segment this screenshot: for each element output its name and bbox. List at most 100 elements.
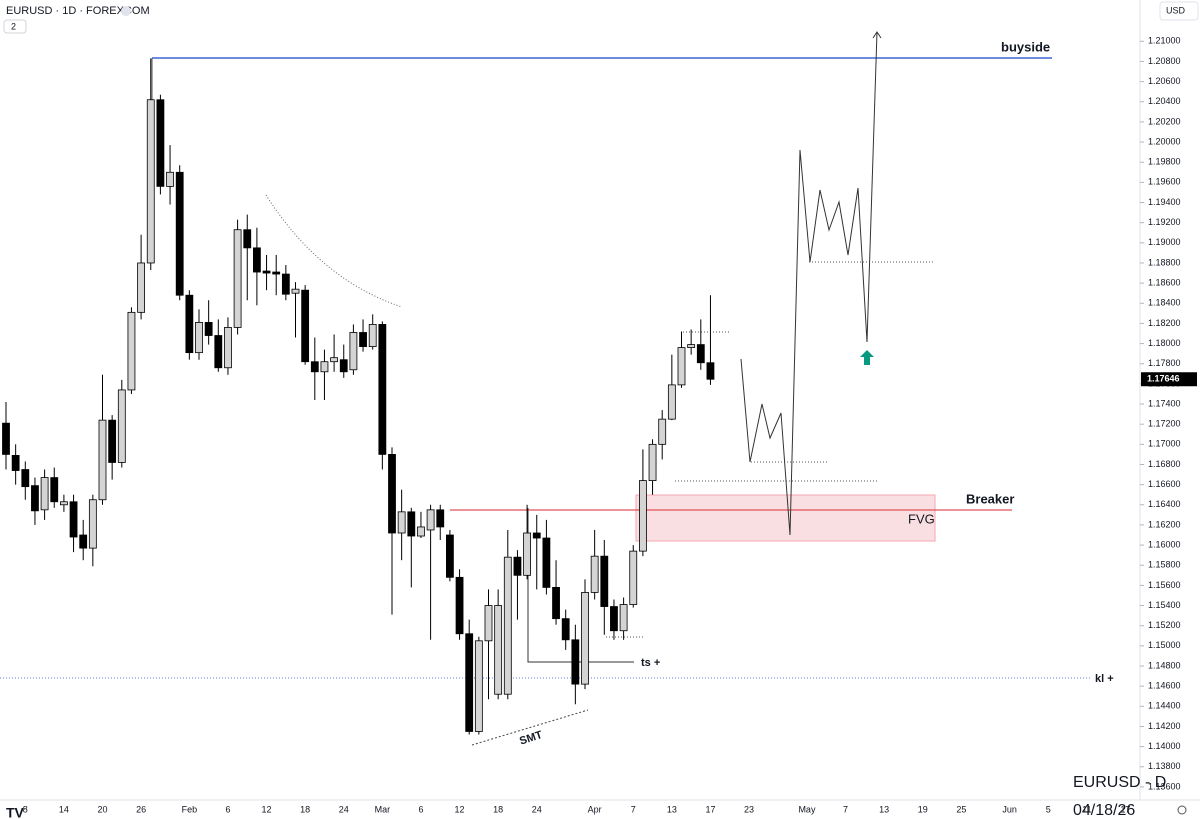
candle-body: [600, 555, 609, 607]
candle-body: [474, 640, 483, 732]
candle-body: [175, 171, 184, 296]
candle-body: [648, 443, 657, 482]
badge[interactable]: [3, 19, 27, 34]
candle-body: [561, 618, 570, 641]
x-tick-label: 20: [97, 804, 107, 814]
y-tick-label: 1.20600: [1148, 76, 1181, 86]
x-tick-label: Mar: [375, 804, 391, 814]
status-dot: [121, 6, 131, 16]
x-tick-label: 7: [843, 804, 848, 814]
x-tick-label: Jun: [1002, 804, 1017, 814]
y-tick-label: 1.14800: [1148, 660, 1181, 670]
y-tick-label: 1.14200: [1148, 721, 1181, 731]
date-label: 04/18/26: [1073, 802, 1135, 819]
candle-body: [349, 332, 358, 371]
price-tag-label: 1.17646: [1147, 374, 1180, 384]
y-tick-label: 1.19800: [1148, 157, 1181, 167]
x-tick-label: 18: [300, 804, 310, 814]
candle-body: [619, 604, 628, 632]
x-tick-label: 11: [1082, 804, 1091, 814]
candle-body: [581, 592, 589, 685]
y-tick-label: 1.16600: [1148, 479, 1181, 489]
candle-body: [513, 556, 522, 576]
candle-body: [11, 455, 20, 471]
projection-arrow: [872, 31, 882, 39]
candle-body: [108, 419, 117, 463]
candle-body: [667, 384, 676, 420]
candle-body: [503, 556, 512, 695]
candle-body: [629, 550, 638, 605]
y-tick-label: 1.17800: [1148, 358, 1181, 368]
x-tick-label: 14: [59, 804, 69, 814]
x-tick-label: 12: [262, 804, 272, 814]
candle-body: [21, 469, 30, 488]
x-tick-label: 24: [532, 804, 542, 814]
y-tick-label: 1.20800: [1148, 56, 1181, 66]
candle-body: [571, 639, 580, 685]
candle-body: [590, 555, 599, 593]
candle-body: [137, 262, 146, 313]
y-tick-label: 1.13800: [1148, 761, 1181, 771]
candle-body: [320, 361, 329, 373]
currency-button[interactable]: [1159, 1, 1199, 21]
candle-body: [117, 389, 126, 463]
y-tick-label: 1.17000: [1148, 439, 1181, 449]
candle-body: [436, 509, 445, 528]
candle-body: [610, 606, 618, 632]
candle-body: [706, 362, 715, 380]
candle-body: [214, 335, 223, 369]
candle-body: [127, 311, 136, 391]
x-tick-label: 6: [418, 804, 423, 814]
candle-body: [330, 357, 339, 363]
x-tick-label: 12: [455, 804, 465, 814]
y-tick-label: 1.16000: [1148, 539, 1181, 549]
y-tick-label: 1.19000: [1148, 237, 1181, 247]
y-tick-label: 1.18000: [1148, 338, 1181, 348]
candle-body: [69, 501, 78, 538]
fvg-zone: [635, 494, 936, 542]
up-arrow-icon: [860, 350, 874, 365]
y-tick-label: 1.20200: [1148, 116, 1181, 126]
candle-body: [310, 361, 319, 373]
x-tick-label: 17: [705, 804, 715, 814]
badge-text: 2: [11, 21, 16, 31]
x-tick-label: 25: [956, 804, 966, 814]
y-tick-label: 1.15200: [1148, 620, 1181, 630]
y-tick-label: 1.14600: [1148, 681, 1181, 691]
y-tick-label: 1.18600: [1148, 277, 1181, 287]
candle-body: [465, 633, 474, 732]
candle-body: [687, 344, 696, 349]
y-tick-label: 1.15800: [1148, 560, 1181, 570]
x-tick-label: 8: [23, 804, 28, 814]
candle-body: [523, 532, 531, 576]
y-tick-label: 1.16800: [1148, 459, 1181, 469]
price-tag: [1141, 372, 1197, 387]
y-tick-label: 1.16200: [1148, 519, 1181, 529]
candle-body: [445, 534, 454, 578]
y-tick-label: 1.17200: [1148, 419, 1181, 429]
candle-body: [388, 454, 396, 534]
y-tick-label: 1.19600: [1148, 177, 1181, 187]
candle-body: [50, 477, 59, 503]
candle-body: [301, 289, 310, 363]
y-tick-label: 1.18800: [1148, 257, 1181, 267]
candle-body: [272, 271, 281, 275]
y-tick-label: 1.21000: [1148, 36, 1181, 46]
candle-body: [494, 605, 503, 695]
y-tick-label: 1.19200: [1148, 217, 1181, 227]
candle-body: [397, 511, 406, 534]
x-tick-label: 26: [136, 804, 146, 814]
candle-body: [40, 477, 49, 511]
candle-body: [677, 347, 686, 386]
y-tick-label: 1.17400: [1148, 398, 1181, 408]
candle-body: [156, 99, 165, 187]
y-tick-label: 1.13600: [1148, 781, 1181, 791]
settings-icon[interactable]: [1177, 805, 1187, 815]
symbol-header: EURUSD · 1D · FOREXCOM: [6, 5, 150, 17]
candle-body: [359, 332, 367, 347]
y-tick-label: 1.19400: [1148, 197, 1181, 207]
candle-body: [185, 294, 194, 354]
x-tick-label: 17: [1120, 804, 1130, 814]
annotation: ts +: [641, 657, 660, 669]
